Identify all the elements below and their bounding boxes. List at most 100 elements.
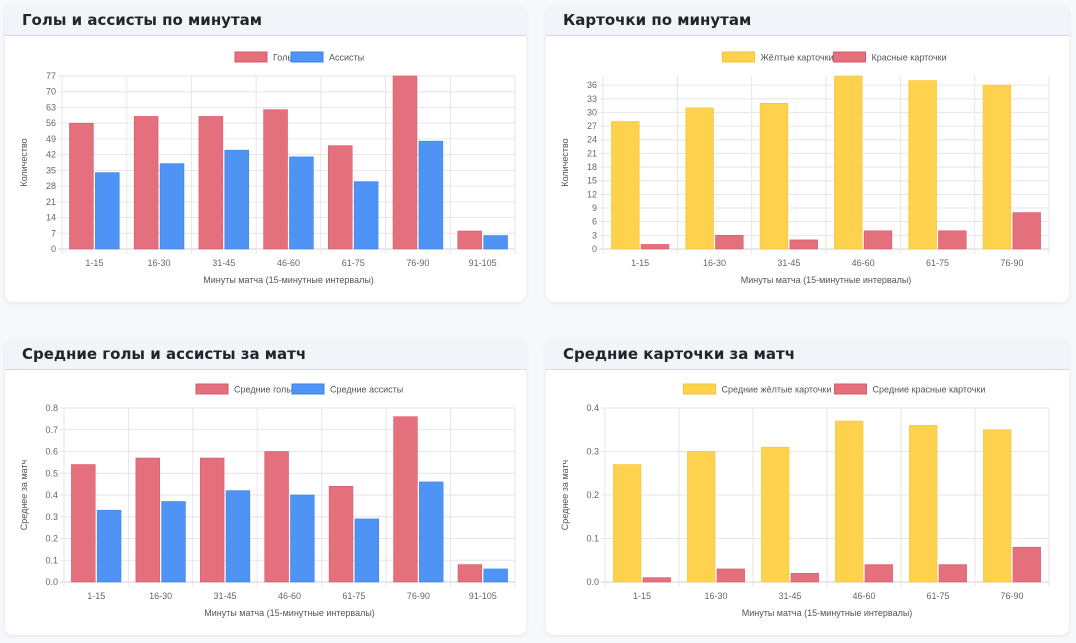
y-tick-label: 21	[587, 148, 597, 158]
y-tick-label: 21	[46, 197, 56, 207]
bar-assists[interactable]	[483, 235, 508, 250]
x-tick-label: 76-90	[406, 258, 429, 268]
bar-assists[interactable]	[289, 156, 314, 250]
bar-goals[interactable]	[133, 116, 159, 250]
bar-red[interactable]	[790, 573, 819, 583]
x-axis-title: Минуты матча (15-минутные интервалы)	[741, 275, 912, 285]
bar-red[interactable]	[1012, 546, 1041, 583]
bar-red[interactable]	[642, 577, 671, 583]
bar-yellow[interactable]	[613, 464, 642, 583]
legend-item[interactable]: Ассисты	[290, 51, 364, 63]
bar-assists[interactable]	[353, 181, 379, 250]
bar-red[interactable]	[938, 564, 967, 583]
bar-red[interactable]	[716, 568, 745, 583]
legend-item[interactable]: Жёлтые карточки	[722, 51, 834, 63]
legend-swatch	[195, 383, 229, 395]
bar-red[interactable]	[715, 235, 744, 250]
bar-yellow[interactable]	[687, 451, 716, 583]
bar-red[interactable]	[640, 244, 670, 250]
x-axis: 1-15 16-30 31-45 46-60 61-75 76-90 91-105	[61, 76, 516, 268]
bar-yellow[interactable]	[909, 425, 938, 583]
bar-assists[interactable]	[483, 568, 508, 583]
card-title: Средние голы и ассисты за матч	[5, 339, 526, 370]
y-tick-label: 0.1	[45, 555, 58, 565]
bar-yellow[interactable]	[982, 84, 1012, 250]
legend-swatch	[834, 383, 867, 395]
bar-assists[interactable]	[96, 509, 122, 583]
legend-item[interactable]: Красные карточки	[833, 51, 947, 63]
bar-yellow[interactable]	[983, 429, 1012, 583]
bar-goals[interactable]	[135, 457, 160, 583]
legend-item[interactable]: Средние голы	[195, 383, 293, 395]
card-avg-cards: Средние карточки за матч Средние жёлтые …	[546, 339, 1069, 635]
x-tick-label: 16-30	[148, 258, 171, 268]
bar-yellow[interactable]	[759, 103, 789, 250]
bar-goals[interactable]	[457, 564, 483, 583]
bar-assists[interactable]	[225, 490, 251, 583]
legend-label: Средние голы	[234, 385, 293, 395]
x-tick-label: 76-90	[407, 591, 430, 601]
card-avg-goals-assists: Средние голы и ассисты за матч Средние г…	[5, 339, 526, 635]
y-tick-label: 35	[46, 165, 56, 175]
bars	[69, 75, 508, 250]
card-cards-by-minute: Карточки по минутам Жёлтые карточки Красн…	[546, 5, 1069, 302]
y-tick-label: 0.0	[586, 577, 599, 587]
bar-assists[interactable]	[224, 149, 249, 250]
bar-goals[interactable]	[198, 116, 224, 250]
y-tick-label: 33	[587, 94, 597, 104]
bar-yellow[interactable]	[834, 75, 863, 250]
bar-red[interactable]	[863, 230, 893, 250]
bar-goals[interactable]	[264, 451, 289, 583]
legend: Жёлтые карточки Красные карточки	[722, 51, 947, 63]
bar-goals[interactable]	[392, 75, 418, 250]
bar-red[interactable]	[938, 230, 967, 250]
bar-yellow[interactable]	[611, 121, 640, 250]
bar-assists[interactable]	[161, 501, 186, 583]
x-tick-label: 61-75	[342, 258, 365, 268]
legend-item[interactable]: Средние ассисты	[291, 383, 403, 395]
y-axis: 0.0 0.1 0.2 0.3 0.4	[586, 403, 1049, 587]
bar-goals[interactable]	[69, 122, 94, 250]
legend-item[interactable]: Голы	[234, 51, 294, 63]
bar-goals[interactable]	[263, 109, 288, 250]
bar-assists[interactable]	[418, 140, 444, 250]
x-tick-label: 1-15	[85, 258, 103, 268]
bar-yellow[interactable]	[908, 80, 937, 250]
bar-assists[interactable]	[354, 518, 379, 583]
y-tick-label: 12	[587, 189, 597, 199]
x-axis: 1-15 16-30 31-45 46-60 61-75 76-90	[602, 76, 1050, 268]
bar-assists[interactable]	[95, 172, 120, 250]
y-tick-label: 56	[46, 118, 56, 128]
y-tick-label: 0.7	[45, 425, 58, 435]
bar-red[interactable]	[1012, 212, 1041, 250]
legend-item[interactable]: Средние красные карточки	[834, 383, 986, 395]
bar-yellow[interactable]	[835, 420, 864, 583]
y-tick-label: 27	[587, 121, 597, 131]
bar-goals[interactable]	[71, 464, 96, 583]
x-tick-label: 16-30	[703, 258, 726, 268]
legend: Средние голы Средние ассисты	[195, 383, 403, 395]
bar-goals[interactable]	[328, 486, 354, 583]
bar-goals[interactable]	[328, 145, 353, 250]
y-tick-label: 42	[46, 150, 56, 160]
bar-red[interactable]	[864, 564, 893, 583]
y-tick-label: 9	[592, 203, 597, 213]
y-tick-label: 49	[46, 134, 56, 144]
bar-assists[interactable]	[159, 163, 185, 250]
y-tick-label: 70	[46, 87, 56, 97]
bar-goals[interactable]	[457, 230, 482, 250]
bar-yellow[interactable]	[761, 446, 790, 583]
bar-goals[interactable]	[393, 416, 418, 583]
bar-red[interactable]	[789, 239, 818, 250]
bar-yellow[interactable]	[685, 107, 714, 250]
x-tick-label: 91-105	[469, 591, 497, 601]
x-tick-label: 46-60	[852, 258, 875, 268]
bar-goals[interactable]	[200, 457, 225, 583]
legend-item[interactable]: Средние жёлтые карточки	[683, 383, 832, 395]
bar-assists[interactable]	[290, 494, 315, 583]
cards-by-minute-chart: Жёлтые карточки Красные карточки036912151…	[560, 51, 1050, 285]
bars	[611, 75, 1041, 250]
legend-label: Голы	[273, 53, 294, 63]
legend-label: Средние жёлтые карточки	[722, 385, 832, 395]
bar-assists[interactable]	[419, 481, 444, 583]
